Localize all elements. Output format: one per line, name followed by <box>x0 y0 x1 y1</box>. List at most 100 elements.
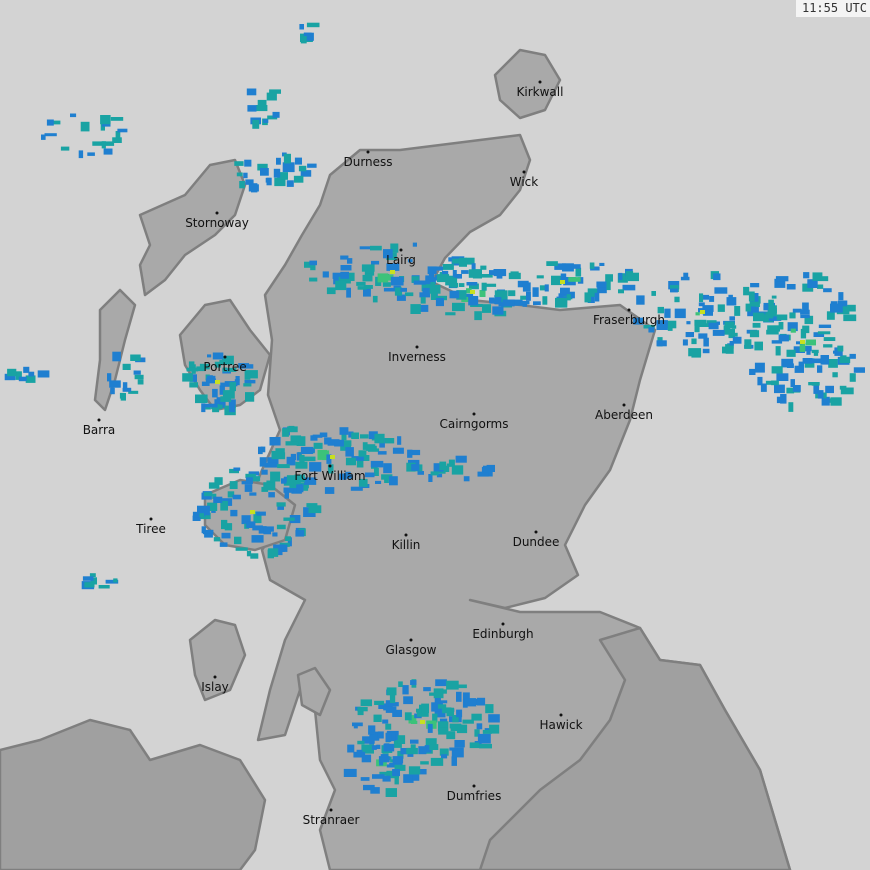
rain-cell <box>348 431 354 438</box>
rain-cell <box>839 385 847 390</box>
rain-cell <box>424 745 432 753</box>
place-dumfries[interactable]: Dumfries <box>447 784 502 804</box>
rain-cell <box>299 454 305 463</box>
rain-cell <box>363 285 373 289</box>
rain-cell <box>436 700 448 704</box>
rain-cell <box>232 494 241 500</box>
place-edinburgh[interactable]: Edinburgh <box>472 622 534 642</box>
rain-cell <box>49 120 61 125</box>
rain-cell <box>840 387 854 395</box>
place-hawick[interactable]: Hawick <box>539 713 583 733</box>
place-killin[interactable]: Killin <box>392 533 421 553</box>
place-tiree[interactable]: Tiree <box>135 517 166 537</box>
place-inverness[interactable]: Inverness <box>388 345 446 365</box>
rain-cell <box>383 249 393 259</box>
place-aberdeen[interactable]: Aberdeen <box>595 403 653 423</box>
rain-cell <box>227 367 237 372</box>
rain-cell <box>651 291 656 296</box>
rain-cell <box>765 312 774 319</box>
rain-cell <box>110 387 115 395</box>
rain-cell <box>345 457 356 466</box>
place-wick[interactable]: Wick <box>510 170 539 190</box>
rain-cell <box>849 373 856 382</box>
rain-cell <box>257 163 268 171</box>
rain-cell <box>383 743 395 752</box>
rain-cell <box>243 172 248 179</box>
rain-cell <box>268 492 275 498</box>
rain-cell <box>137 379 144 385</box>
rain-cell <box>544 284 549 292</box>
place-portree[interactable]: Portree <box>203 355 247 375</box>
rain-cell <box>230 509 238 517</box>
rain-cell <box>464 257 475 265</box>
rain-cell <box>89 573 96 577</box>
rain-cell <box>110 117 124 121</box>
rain-cell <box>454 740 465 748</box>
rain-cell <box>754 341 763 351</box>
place-dundee[interactable]: Dundee <box>513 530 560 550</box>
place-label: Islay <box>201 680 229 694</box>
rain-cell <box>853 367 865 373</box>
rain-cell <box>263 119 269 123</box>
rain-cell <box>429 284 441 294</box>
rain-cell <box>732 336 742 344</box>
place-label: Lairg <box>386 253 416 267</box>
rain-cell <box>201 526 206 534</box>
rain-cell <box>425 277 436 285</box>
rain-cell <box>560 287 570 295</box>
rain-cell <box>271 450 282 459</box>
rain-cell-intense <box>390 270 395 274</box>
rain-cell <box>327 439 340 446</box>
rain-cell <box>813 332 825 337</box>
rain-cell <box>252 119 260 129</box>
rain-cell <box>312 434 323 438</box>
rain-cell <box>374 700 385 705</box>
rain-cell <box>382 282 391 287</box>
rain-cell <box>251 183 258 193</box>
place-label: Hawick <box>539 718 582 732</box>
rain-cell <box>807 279 818 288</box>
rain-cell <box>587 288 599 297</box>
rain-cell <box>220 396 232 402</box>
rain-cell <box>575 267 582 277</box>
rain-cell <box>353 724 358 729</box>
rain-cell <box>310 435 318 441</box>
rain-cell <box>723 325 731 335</box>
place-fraserburgh[interactable]: Fraserburgh <box>593 308 665 328</box>
rain-cell <box>587 295 595 303</box>
rain-cell <box>214 477 223 485</box>
rain-cell <box>367 444 376 448</box>
rain-cell <box>786 284 796 290</box>
place-barra[interactable]: Barra <box>83 418 116 438</box>
rain-cell <box>818 324 832 328</box>
place-fort-william[interactable]: Fort William <box>294 464 366 484</box>
rain-cell <box>188 361 195 370</box>
place-durness[interactable]: Durness <box>343 150 393 170</box>
place-stranraer[interactable]: Stranraer <box>303 808 360 828</box>
rain-cell <box>130 354 141 361</box>
place-stornoway[interactable]: Stornoway <box>185 211 249 231</box>
rain-cell <box>260 446 266 453</box>
rain-cell <box>788 402 794 412</box>
rain-cell <box>252 525 263 531</box>
rain-cell <box>46 119 54 126</box>
rain-cell <box>483 283 497 287</box>
rain-cell <box>403 774 414 783</box>
rain-cell <box>771 295 777 299</box>
rain-cell <box>429 744 439 750</box>
place-lairg[interactable]: Lairg <box>386 248 416 268</box>
place-glasgow[interactable]: Glasgow <box>385 638 437 658</box>
rain-cell <box>268 548 279 557</box>
rain-cell <box>269 89 281 94</box>
place-kirkwall[interactable]: Kirkwall <box>517 80 564 100</box>
rain-cell <box>817 276 829 282</box>
rain-cell <box>781 358 794 368</box>
rain-cell <box>410 744 416 750</box>
rain-cell <box>207 502 218 511</box>
place-cairngorms[interactable]: Cairngorms <box>439 412 509 432</box>
place-islay[interactable]: Islay <box>201 675 229 695</box>
rain-cell <box>450 277 458 284</box>
rain-cell <box>333 276 340 285</box>
rain-cell <box>826 311 835 320</box>
